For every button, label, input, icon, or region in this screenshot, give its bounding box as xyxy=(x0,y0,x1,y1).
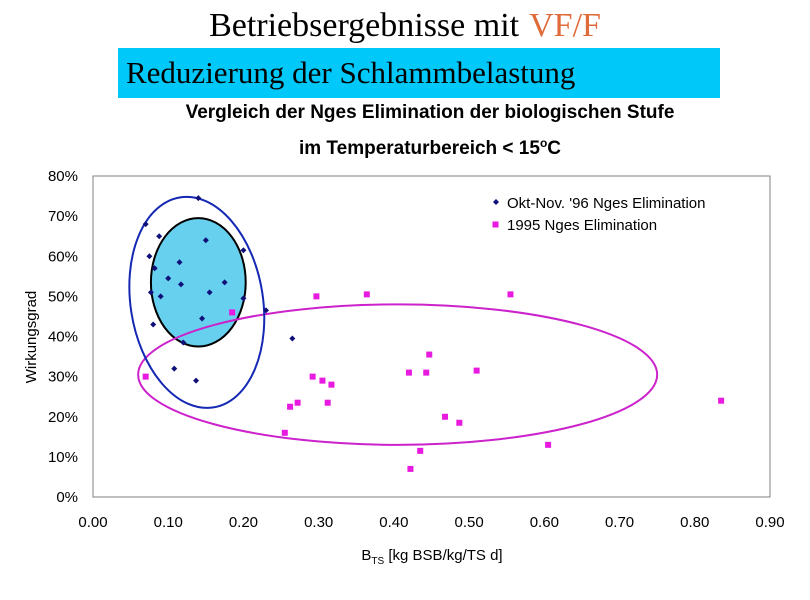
page-title-accent: VF/F xyxy=(529,7,601,44)
legend: Okt-Nov. '96 Nges Elimination 1995 Nges … xyxy=(492,195,706,234)
data-point-series-1 xyxy=(240,247,247,254)
chart-title-line2-suffix: C xyxy=(547,138,562,159)
data-point-series-2 xyxy=(328,381,335,388)
data-point-series-2 xyxy=(324,399,331,406)
x-axis-title-sub: TS xyxy=(371,556,384,567)
data-point-series-2 xyxy=(407,465,414,472)
y-tick-label: 30% xyxy=(48,369,78,386)
y-tick-label: 0% xyxy=(56,489,78,506)
data-point-series-2 xyxy=(426,351,433,358)
tick-layer: 0.00 0.10 0.20 0.30 0.40 0.50 0.60 0.70 0.80 0.90… xyxy=(48,168,785,531)
data-point-layer xyxy=(142,195,725,472)
data-point-series-1 xyxy=(180,339,187,346)
data-point-series-1 xyxy=(221,279,228,286)
legend-marker-series-2 xyxy=(492,221,499,228)
data-point-series-2 xyxy=(313,293,320,300)
x-tick-label: 0.60 xyxy=(530,514,559,531)
page-title: Betriebsergebnisse mit VF/F xyxy=(0,4,810,48)
subtitle-band: Reduzierung der Schlammbelastung xyxy=(118,48,720,98)
data-point-series-1 xyxy=(289,335,296,342)
y-tick-label: 20% xyxy=(48,409,78,426)
data-point-series-2 xyxy=(319,377,326,384)
data-point-series-1 xyxy=(195,195,202,202)
y-tick-label: 50% xyxy=(48,288,78,305)
x-axis-title-rest: [kg BSB/kg/TS d] xyxy=(384,547,502,564)
data-point-series-2 xyxy=(229,309,236,316)
y-tick-label: 60% xyxy=(48,248,78,265)
data-point-series-2 xyxy=(405,369,412,376)
x-axis-title: BTS [kg BSB/kg/TS d] xyxy=(361,547,502,567)
data-point-series-1 xyxy=(157,293,164,300)
x-tick-label: 0.20 xyxy=(229,514,258,531)
chart-title-line2: im Temperaturbereich < 15oC xyxy=(0,128,810,164)
legend-marker-series-1 xyxy=(493,199,499,205)
x-tick-label: 0.00 xyxy=(78,514,107,531)
data-point-series-2 xyxy=(142,373,149,380)
x-tick-label: 0.10 xyxy=(154,514,183,531)
data-point-series-1 xyxy=(171,365,178,372)
data-point-series-2 xyxy=(281,429,288,436)
legend-label-series-2: 1995 Nges Elimination xyxy=(507,217,657,234)
annotation-layer xyxy=(128,195,659,446)
data-point-series-1 xyxy=(147,289,154,296)
legend-label-series-1: Okt-Nov. '96 Nges Elimination xyxy=(507,195,706,212)
chart-title: Vergleich der Nges Elimination der biolo… xyxy=(0,98,810,164)
data-point-series-2 xyxy=(287,403,294,410)
chart-title-degree: o xyxy=(539,136,548,150)
chart-title-line2-prefix: im Temperaturbereich < 15 xyxy=(298,138,540,159)
data-point-series-2 xyxy=(456,419,463,426)
data-point-series-1 xyxy=(146,253,153,260)
data-point-series-2 xyxy=(294,399,301,406)
x-axis-title-main: B xyxy=(361,547,371,564)
x-tick-label: 0.40 xyxy=(379,514,408,531)
y-tick-label: 10% xyxy=(48,449,78,466)
data-point-series-1 xyxy=(142,221,149,228)
data-point-series-2 xyxy=(473,367,480,374)
data-point-series-1 xyxy=(176,259,183,266)
y-tick-label: 80% xyxy=(48,168,78,185)
page-title-main: Betriebsergebnisse mit xyxy=(209,7,520,44)
chart-title-line1: Vergleich der Nges Elimination der biolo… xyxy=(185,102,675,123)
data-point-series-1 xyxy=(202,237,209,244)
data-point-series-2 xyxy=(417,447,424,454)
data-point-series-2 xyxy=(363,291,370,298)
annotation-ellipse-blue-outline xyxy=(128,195,266,409)
x-tick-label: 0.70 xyxy=(605,514,634,531)
data-point-series-2 xyxy=(507,291,514,298)
data-point-series-2 xyxy=(442,413,449,420)
y-tick-label: 40% xyxy=(48,329,78,346)
data-point-series-1 xyxy=(193,377,200,384)
data-point-series-1 xyxy=(240,295,247,302)
data-point-series-1 xyxy=(199,315,206,322)
x-tick-label: 0.50 xyxy=(455,514,484,531)
x-tick-label: 0.30 xyxy=(304,514,333,531)
y-tick-label: 70% xyxy=(48,208,78,225)
x-tick-label: 0.90 xyxy=(755,514,784,531)
data-point-series-2 xyxy=(545,441,552,448)
data-point-series-1 xyxy=(165,275,172,282)
data-point-series-1 xyxy=(263,307,270,314)
annotation-ellipse-black-outline-filled xyxy=(149,217,247,348)
data-point-series-2 xyxy=(718,397,725,404)
data-point-series-1 xyxy=(150,321,157,328)
x-tick-label: 0.80 xyxy=(680,514,709,531)
annotation-ellipse-magenta-outline xyxy=(137,303,659,446)
y-axis-title: Wirkungsgrad xyxy=(23,291,40,384)
data-point-series-2 xyxy=(423,369,430,376)
data-point-series-1 xyxy=(206,289,213,296)
data-point-series-1 xyxy=(156,233,163,240)
data-point-series-1 xyxy=(151,265,158,272)
data-point-series-1 xyxy=(178,281,185,288)
data-point-series-2 xyxy=(309,373,316,380)
